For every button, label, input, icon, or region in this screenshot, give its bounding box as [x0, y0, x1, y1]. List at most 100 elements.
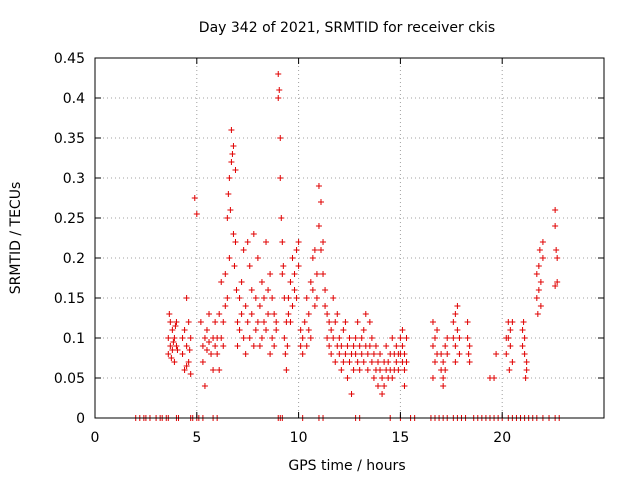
data-point	[350, 343, 357, 349]
data-point	[389, 335, 396, 341]
data-point	[534, 311, 541, 317]
data-point	[230, 231, 237, 237]
data-point	[397, 335, 404, 341]
x-tick-label: 5	[192, 430, 201, 446]
data-point	[454, 303, 461, 309]
data-point	[199, 343, 206, 349]
data-point	[271, 343, 278, 349]
data-point	[242, 351, 249, 357]
data-point	[375, 383, 382, 389]
data-point	[342, 319, 349, 325]
data-point	[183, 295, 190, 301]
data-point	[521, 335, 528, 341]
data-point	[233, 287, 240, 293]
data-point	[444, 351, 451, 357]
data-point	[465, 351, 472, 357]
data-point	[456, 351, 463, 357]
data-point	[383, 343, 390, 349]
data-point	[385, 359, 392, 365]
data-point	[173, 343, 180, 349]
data-point	[225, 191, 232, 197]
data-point	[199, 359, 206, 365]
x-axis-label: GPS time / hours	[288, 458, 405, 474]
data-point	[450, 319, 457, 325]
data-point	[350, 367, 357, 373]
data-point	[360, 327, 367, 333]
data-point	[533, 295, 540, 301]
data-point	[466, 343, 473, 349]
y-tick-label: 0.15	[54, 291, 85, 307]
data-point	[303, 343, 310, 349]
data-point	[232, 167, 239, 173]
data-point	[282, 351, 289, 357]
data-point	[466, 359, 473, 365]
data-point	[364, 367, 371, 373]
data-point	[313, 271, 320, 277]
data-point	[493, 351, 500, 357]
data-point	[370, 351, 377, 357]
data-point	[509, 359, 516, 365]
data-point	[358, 335, 365, 341]
data-point	[277, 175, 284, 181]
data-point	[203, 347, 210, 353]
data-point	[212, 343, 219, 349]
data-point	[438, 351, 445, 357]
data-point	[379, 375, 386, 381]
data-point	[440, 375, 447, 381]
data-point	[324, 311, 331, 317]
data-point	[368, 335, 375, 341]
data-point	[236, 327, 243, 333]
y-tick-label: 0.4	[63, 91, 85, 107]
data-point	[260, 295, 267, 301]
data-point	[307, 279, 314, 285]
data-point	[356, 367, 363, 373]
data-point	[401, 351, 408, 357]
data-point	[171, 335, 178, 341]
data-point	[503, 351, 510, 357]
data-point	[295, 263, 302, 269]
data-point	[258, 335, 265, 341]
data-point	[429, 375, 436, 381]
chart-title: Day 342 of 2021, SRMTID for receiver cki…	[199, 20, 495, 36]
data-point	[283, 367, 290, 373]
data-point	[491, 375, 498, 381]
data-point	[434, 327, 441, 333]
data-point	[552, 283, 559, 289]
data-point	[248, 287, 255, 293]
data-point	[389, 375, 396, 381]
data-point	[399, 343, 406, 349]
data-point	[167, 319, 174, 325]
data-point	[218, 335, 225, 341]
data-point	[324, 335, 331, 341]
data-point	[246, 263, 253, 269]
data-point	[372, 343, 379, 349]
y-tick-label: 0.05	[54, 371, 85, 387]
data-point	[291, 287, 298, 293]
data-point	[238, 311, 245, 317]
data-point	[332, 319, 339, 325]
data-point	[240, 247, 247, 253]
data-point	[553, 247, 560, 253]
data-point	[220, 319, 227, 325]
data-point	[181, 327, 188, 333]
data-point	[231, 263, 238, 269]
y-tick-label: 0.3	[63, 171, 85, 187]
data-point	[311, 247, 318, 253]
data-point	[165, 351, 172, 357]
data-point	[295, 239, 302, 245]
data-point	[505, 335, 512, 341]
data-point	[168, 355, 175, 361]
data-point	[305, 327, 312, 333]
data-point	[299, 351, 306, 357]
data-point	[254, 255, 261, 261]
data-point	[186, 347, 193, 353]
data-point	[328, 327, 335, 333]
data-point	[297, 343, 304, 349]
data-point	[539, 255, 546, 261]
data-point	[187, 371, 194, 377]
data-point	[179, 351, 186, 357]
data-point	[275, 95, 282, 101]
data-point	[334, 311, 341, 317]
data-point	[377, 351, 384, 357]
data-point	[299, 335, 306, 341]
